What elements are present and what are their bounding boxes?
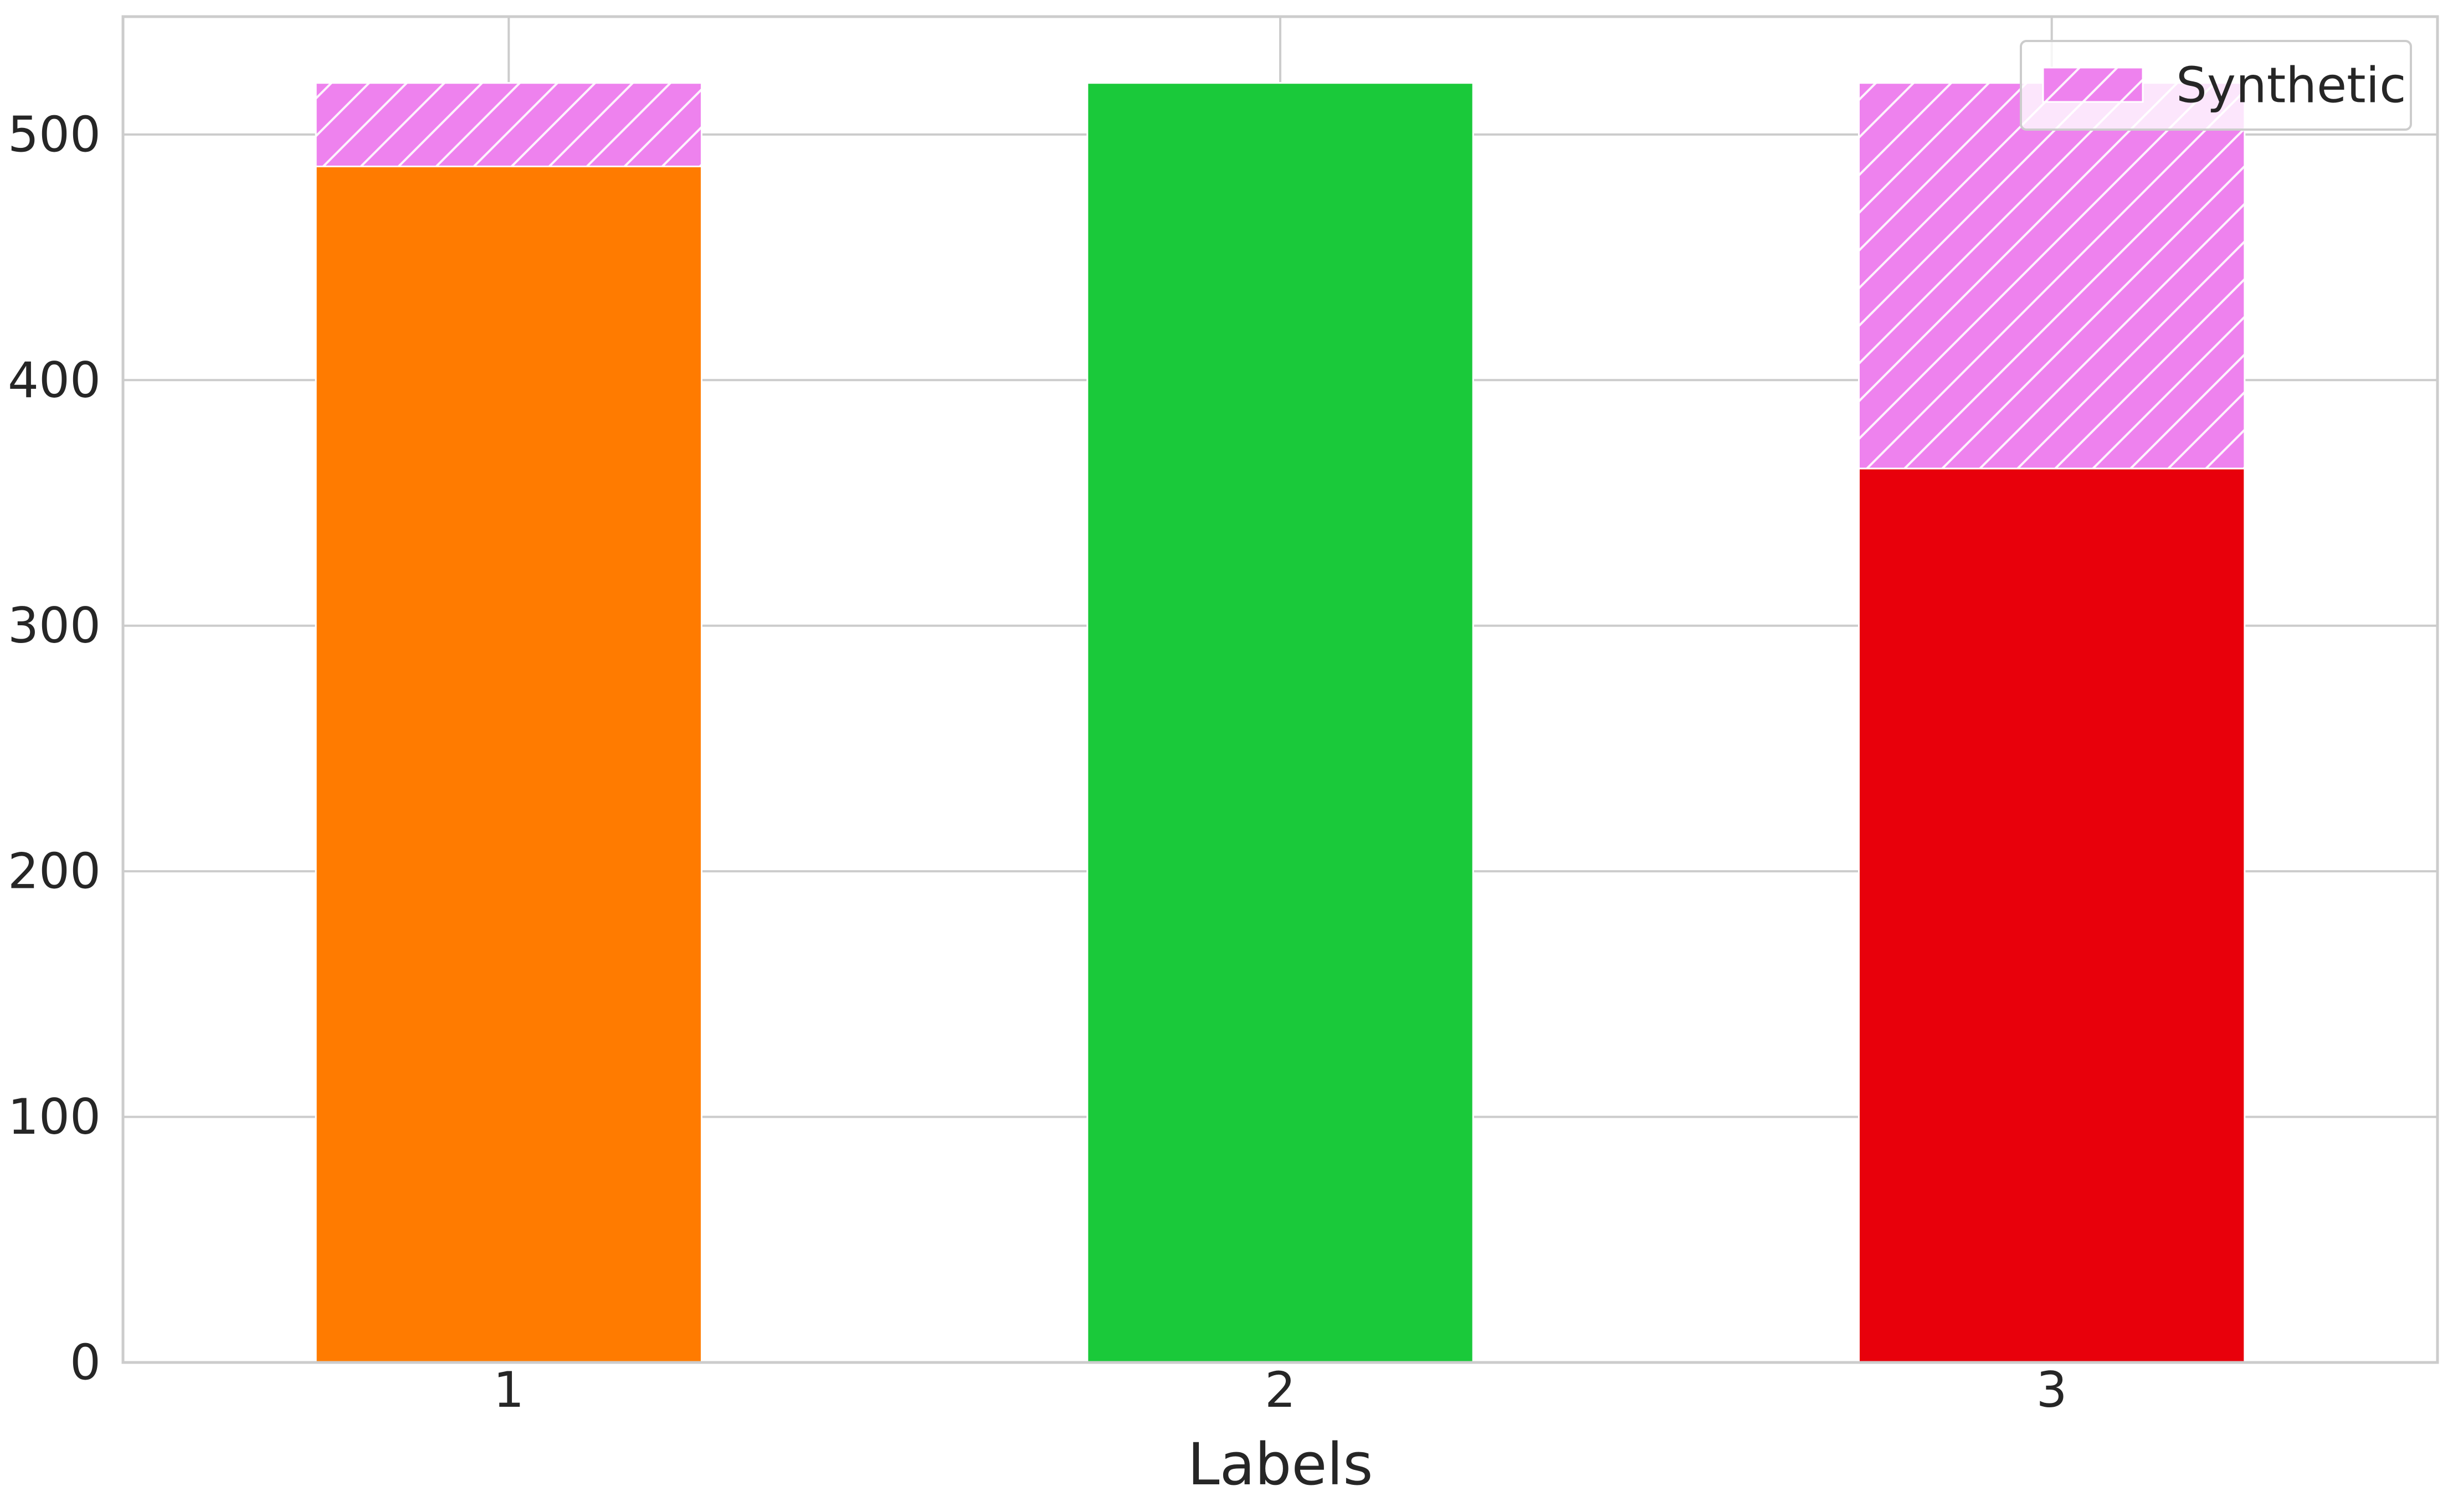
legend-swatch-synthetic (2042, 66, 2144, 103)
axes (121, 15, 2439, 1364)
bar-original (1858, 467, 2246, 1364)
bar-original (1086, 82, 1474, 1364)
x-tick-label: 1 (493, 1361, 524, 1418)
y-tick-label: 200 (8, 843, 101, 900)
legend-label-synthetic: Synthetic (2176, 57, 2406, 114)
x-axis-label: Labels (1188, 1431, 1373, 1498)
bar-synthetic (315, 82, 702, 167)
x-tick-label: 3 (2036, 1361, 2067, 1418)
x-tick-label: 2 (1265, 1361, 1296, 1418)
y-tick-label: 300 (8, 597, 101, 654)
legend-swatch-hatch (2042, 66, 2144, 103)
bar-original (315, 165, 702, 1364)
legend-box (2020, 40, 2412, 131)
legend: Synthetic (2020, 40, 2412, 131)
bars (315, 82, 2246, 1364)
y-tick-label: 500 (8, 106, 101, 163)
y-tick-label: 0 (70, 1334, 101, 1391)
y-tick-label: 100 (8, 1088, 101, 1145)
bar-synthetic (1858, 82, 2246, 470)
plot-frame (121, 15, 2439, 1364)
y-tick-label: 400 (8, 352, 101, 409)
tick-labels: 0 100 200 300 400 500 1 2 3 (8, 106, 2067, 1418)
